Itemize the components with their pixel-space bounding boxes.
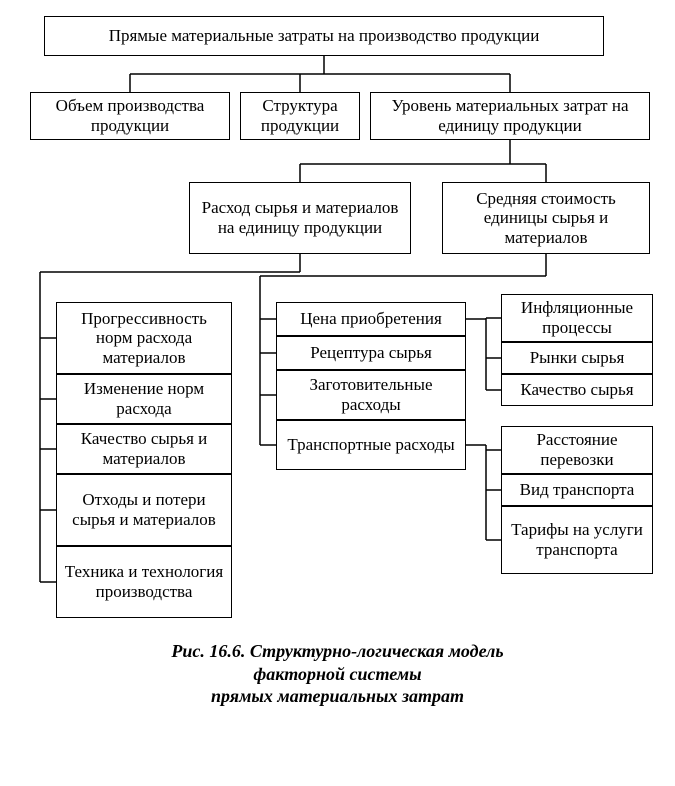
node-inflation: Инфляционные процессы xyxy=(501,294,653,342)
node-distance: Расстояние перевозки xyxy=(501,426,653,474)
caption-line-3: прямых материальных затрат xyxy=(0,685,675,708)
node-consumption: Расход сырья и материалов на единицу про… xyxy=(189,182,411,254)
node-price: Цена приобретения xyxy=(276,302,466,336)
node-unit-cost: Уровень материальных затрат на единицу п… xyxy=(370,92,650,140)
node-recipe: Рецептура сырья xyxy=(276,336,466,370)
node-transport-cost: Транспортные расходы xyxy=(276,420,466,470)
caption-line-2: факторной системы xyxy=(0,663,675,686)
node-procurement: Заготовительные расходы xyxy=(276,370,466,420)
node-quality-mat: Качество сырья и материалов xyxy=(56,424,232,474)
node-tariffs: Тарифы на услуги транспорта xyxy=(501,506,653,574)
node-progressiveness: Прогрессивность норм расхода материалов xyxy=(56,302,232,374)
figure-caption: Рис. 16.6. Структурно-логическая модель … xyxy=(0,640,675,708)
caption-line-1: Рис. 16.6. Структурно-логическая модель xyxy=(0,640,675,663)
node-quality-raw: Качество сырья xyxy=(501,374,653,406)
node-norm-change: Изменение норм расхода xyxy=(56,374,232,424)
node-transport-type: Вид транспорта xyxy=(501,474,653,506)
node-volume: Объем производства продукции xyxy=(30,92,230,140)
node-technology: Техника и технология производства xyxy=(56,546,232,618)
node-root: Прямые материальные затраты на производс… xyxy=(44,16,604,56)
node-structure: Структура продукции xyxy=(240,92,360,140)
node-markets: Рынки сырья xyxy=(501,342,653,374)
node-losses: Отходы и потери сырья и материалов xyxy=(56,474,232,546)
node-avg-cost: Средняя стоимость единицы сырья и матери… xyxy=(442,182,650,254)
